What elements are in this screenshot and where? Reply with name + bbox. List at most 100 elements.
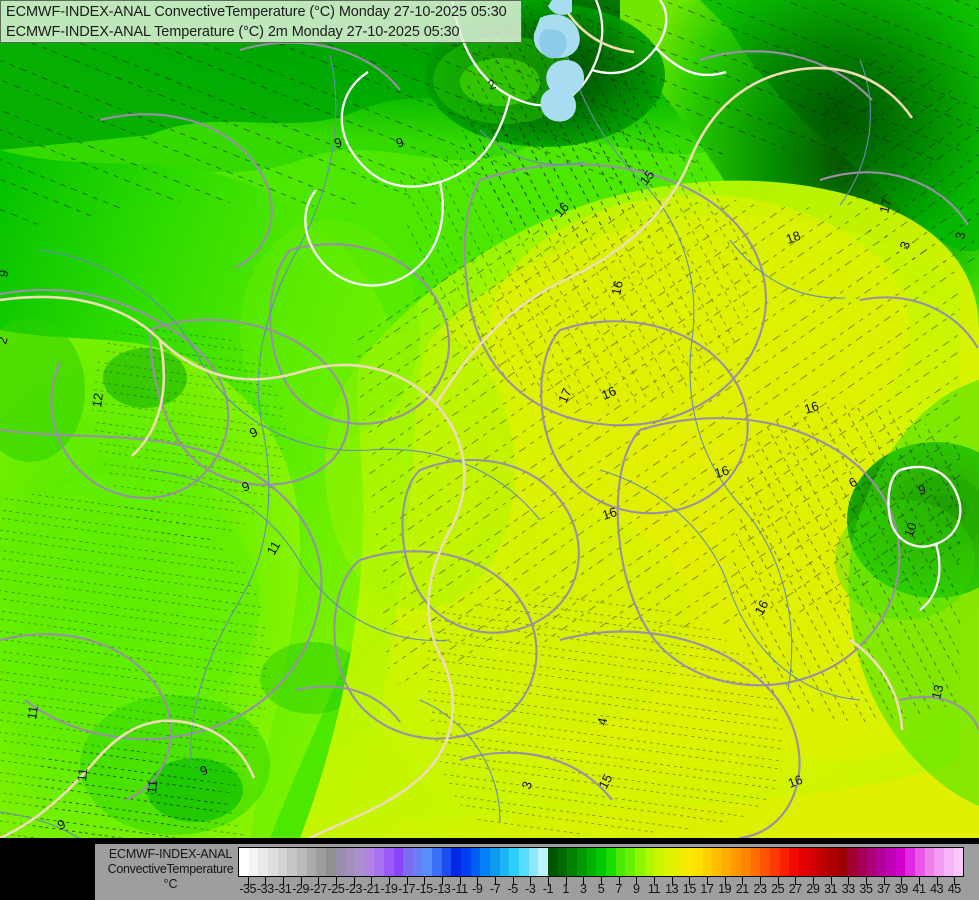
colorbar-swatch [548, 848, 558, 876]
colorbar-swatch [885, 848, 896, 876]
colorbar-tick [283, 877, 284, 885]
rivers-layer [0, 29, 871, 838]
colorbar-tick-label: -17 [398, 882, 416, 896]
outside-domain-band-corner [0, 860, 95, 900]
colorbar-tick [954, 877, 956, 885]
svg-text:2: 2 [486, 76, 498, 93]
temperature-2m-dashed-contours [0, 0, 979, 838]
colorbar-tick [495, 877, 496, 885]
colorbar-swatch [808, 848, 819, 876]
colorbar-ticks [238, 877, 964, 885]
colorbar-tick [883, 877, 885, 885]
colorbar-tick-label: 21 [735, 882, 750, 896]
colorbar-swatch [615, 848, 626, 876]
svg-text:4: 4 [594, 716, 610, 726]
coastline-layer [0, 0, 914, 838]
colorbar-tick-label: -1 [542, 882, 554, 896]
colorbar-tick [583, 877, 585, 885]
colorbar-swatch [538, 848, 548, 876]
colorbar-swatch [857, 848, 867, 876]
colorbar-tick [706, 877, 708, 885]
water-bodies-layer [533, 0, 584, 122]
colorbar-swatch [847, 848, 857, 876]
colorbar-swatch [818, 848, 829, 876]
colorbar-tick [618, 877, 620, 885]
colorbar-swatch [837, 848, 848, 876]
colorbar-swatch [316, 848, 326, 876]
colorbar-tick [424, 877, 426, 885]
colorbar-swatch [934, 848, 944, 876]
colorbar-wrapper[interactable]: -35 -33 -31 -29 -27 -25 -23 -21 -19 -17 -15 -13 -11-… [238, 844, 968, 900]
contour-labels-layer: 9 3 9 2 12 9 9 11 11 11 11 9 9 1 15 16 1… [0, 76, 968, 846]
colorbar-swatch [258, 848, 268, 876]
colorbar-swatch [374, 848, 384, 876]
colorbar-swatch [432, 848, 442, 876]
colorbar-tick [795, 877, 797, 885]
colorbar-tick-label: 11 [647, 882, 661, 896]
colorbar-swatch [731, 848, 742, 876]
colorbar-tick-label: -23 [345, 882, 363, 896]
colorbar[interactable] [238, 847, 964, 877]
colorbar-tick [459, 877, 461, 885]
colorbar-tick-label: 23 [753, 882, 767, 896]
colorbar-swatch [461, 848, 471, 876]
svg-text:3: 3 [519, 779, 536, 791]
svg-text:3: 3 [897, 239, 914, 251]
colorbar-swatch [692, 848, 703, 876]
colorbar-swatch [325, 848, 336, 876]
national-borders-layer [304, 0, 962, 611]
colorbar-tick [848, 877, 850, 885]
colorbar-tick [389, 877, 390, 885]
colorbar-swatch [490, 848, 500, 876]
colorbar-tick [777, 877, 779, 885]
colorbar-tick-label: -27 [309, 882, 327, 896]
colorbar-tick-label: -5 [507, 882, 518, 896]
colorbar-tick [371, 877, 373, 885]
colorbar-tick-label: -9 [472, 882, 483, 896]
colorbar-swatch [596, 848, 606, 876]
colorbar-tick [565, 877, 567, 885]
colorbar-tick [530, 877, 532, 885]
colorbar-swatch [422, 848, 433, 876]
colorbar-swatch [451, 848, 462, 876]
colorbar-tick-label: 5 [597, 882, 605, 896]
colorbar-tick-label: -35 [239, 882, 257, 896]
svg-text:16: 16 [608, 279, 626, 296]
colorbar-tick [901, 877, 903, 885]
convective-temperature-contours [0, 41, 979, 838]
colorbar-tick-label: 37 [877, 882, 891, 896]
colorbar-swatch [721, 848, 732, 876]
colorbar-tick [936, 877, 938, 885]
colorbar-tick [442, 877, 443, 885]
colorbar-tick [759, 877, 761, 885]
legend-model-name: ECMWF-INDEX-ANAL [108, 847, 233, 861]
colorbar-tick-label: -19 [380, 882, 398, 896]
colorbar-swatch [364, 848, 375, 876]
svg-text:10: 10 [901, 520, 920, 539]
colorbar-swatch [441, 848, 452, 876]
colorbar-tick [742, 877, 744, 885]
svg-text:9: 9 [394, 134, 406, 151]
colorbar-swatch [683, 848, 693, 876]
title-line-temperature-2m: ECMWF-INDEX-ANAL Temperature (°C) 2m Mon… [6, 24, 460, 40]
colorbar-tick-label: 17 [700, 882, 714, 896]
colorbar-swatch [296, 848, 307, 876]
colorbar-swatch [663, 848, 674, 876]
colorbar-tick-label: 45 [947, 882, 962, 896]
colorbar-swatch [306, 848, 317, 876]
colorbar-swatch [586, 848, 597, 876]
svg-text:16: 16 [751, 598, 771, 618]
colorbar-swatch [383, 848, 394, 876]
colorbar-swatch [393, 848, 404, 876]
colorbar-swatch [239, 848, 249, 876]
colorbar-swatch [895, 848, 906, 876]
svg-text:11: 11 [144, 779, 160, 794]
legend-unit-label: °C [163, 877, 178, 891]
colorbar-swatch [499, 848, 510, 876]
colorbar-swatch [354, 848, 365, 876]
colorbar-swatch [335, 848, 346, 876]
svg-text:16: 16 [786, 772, 805, 791]
